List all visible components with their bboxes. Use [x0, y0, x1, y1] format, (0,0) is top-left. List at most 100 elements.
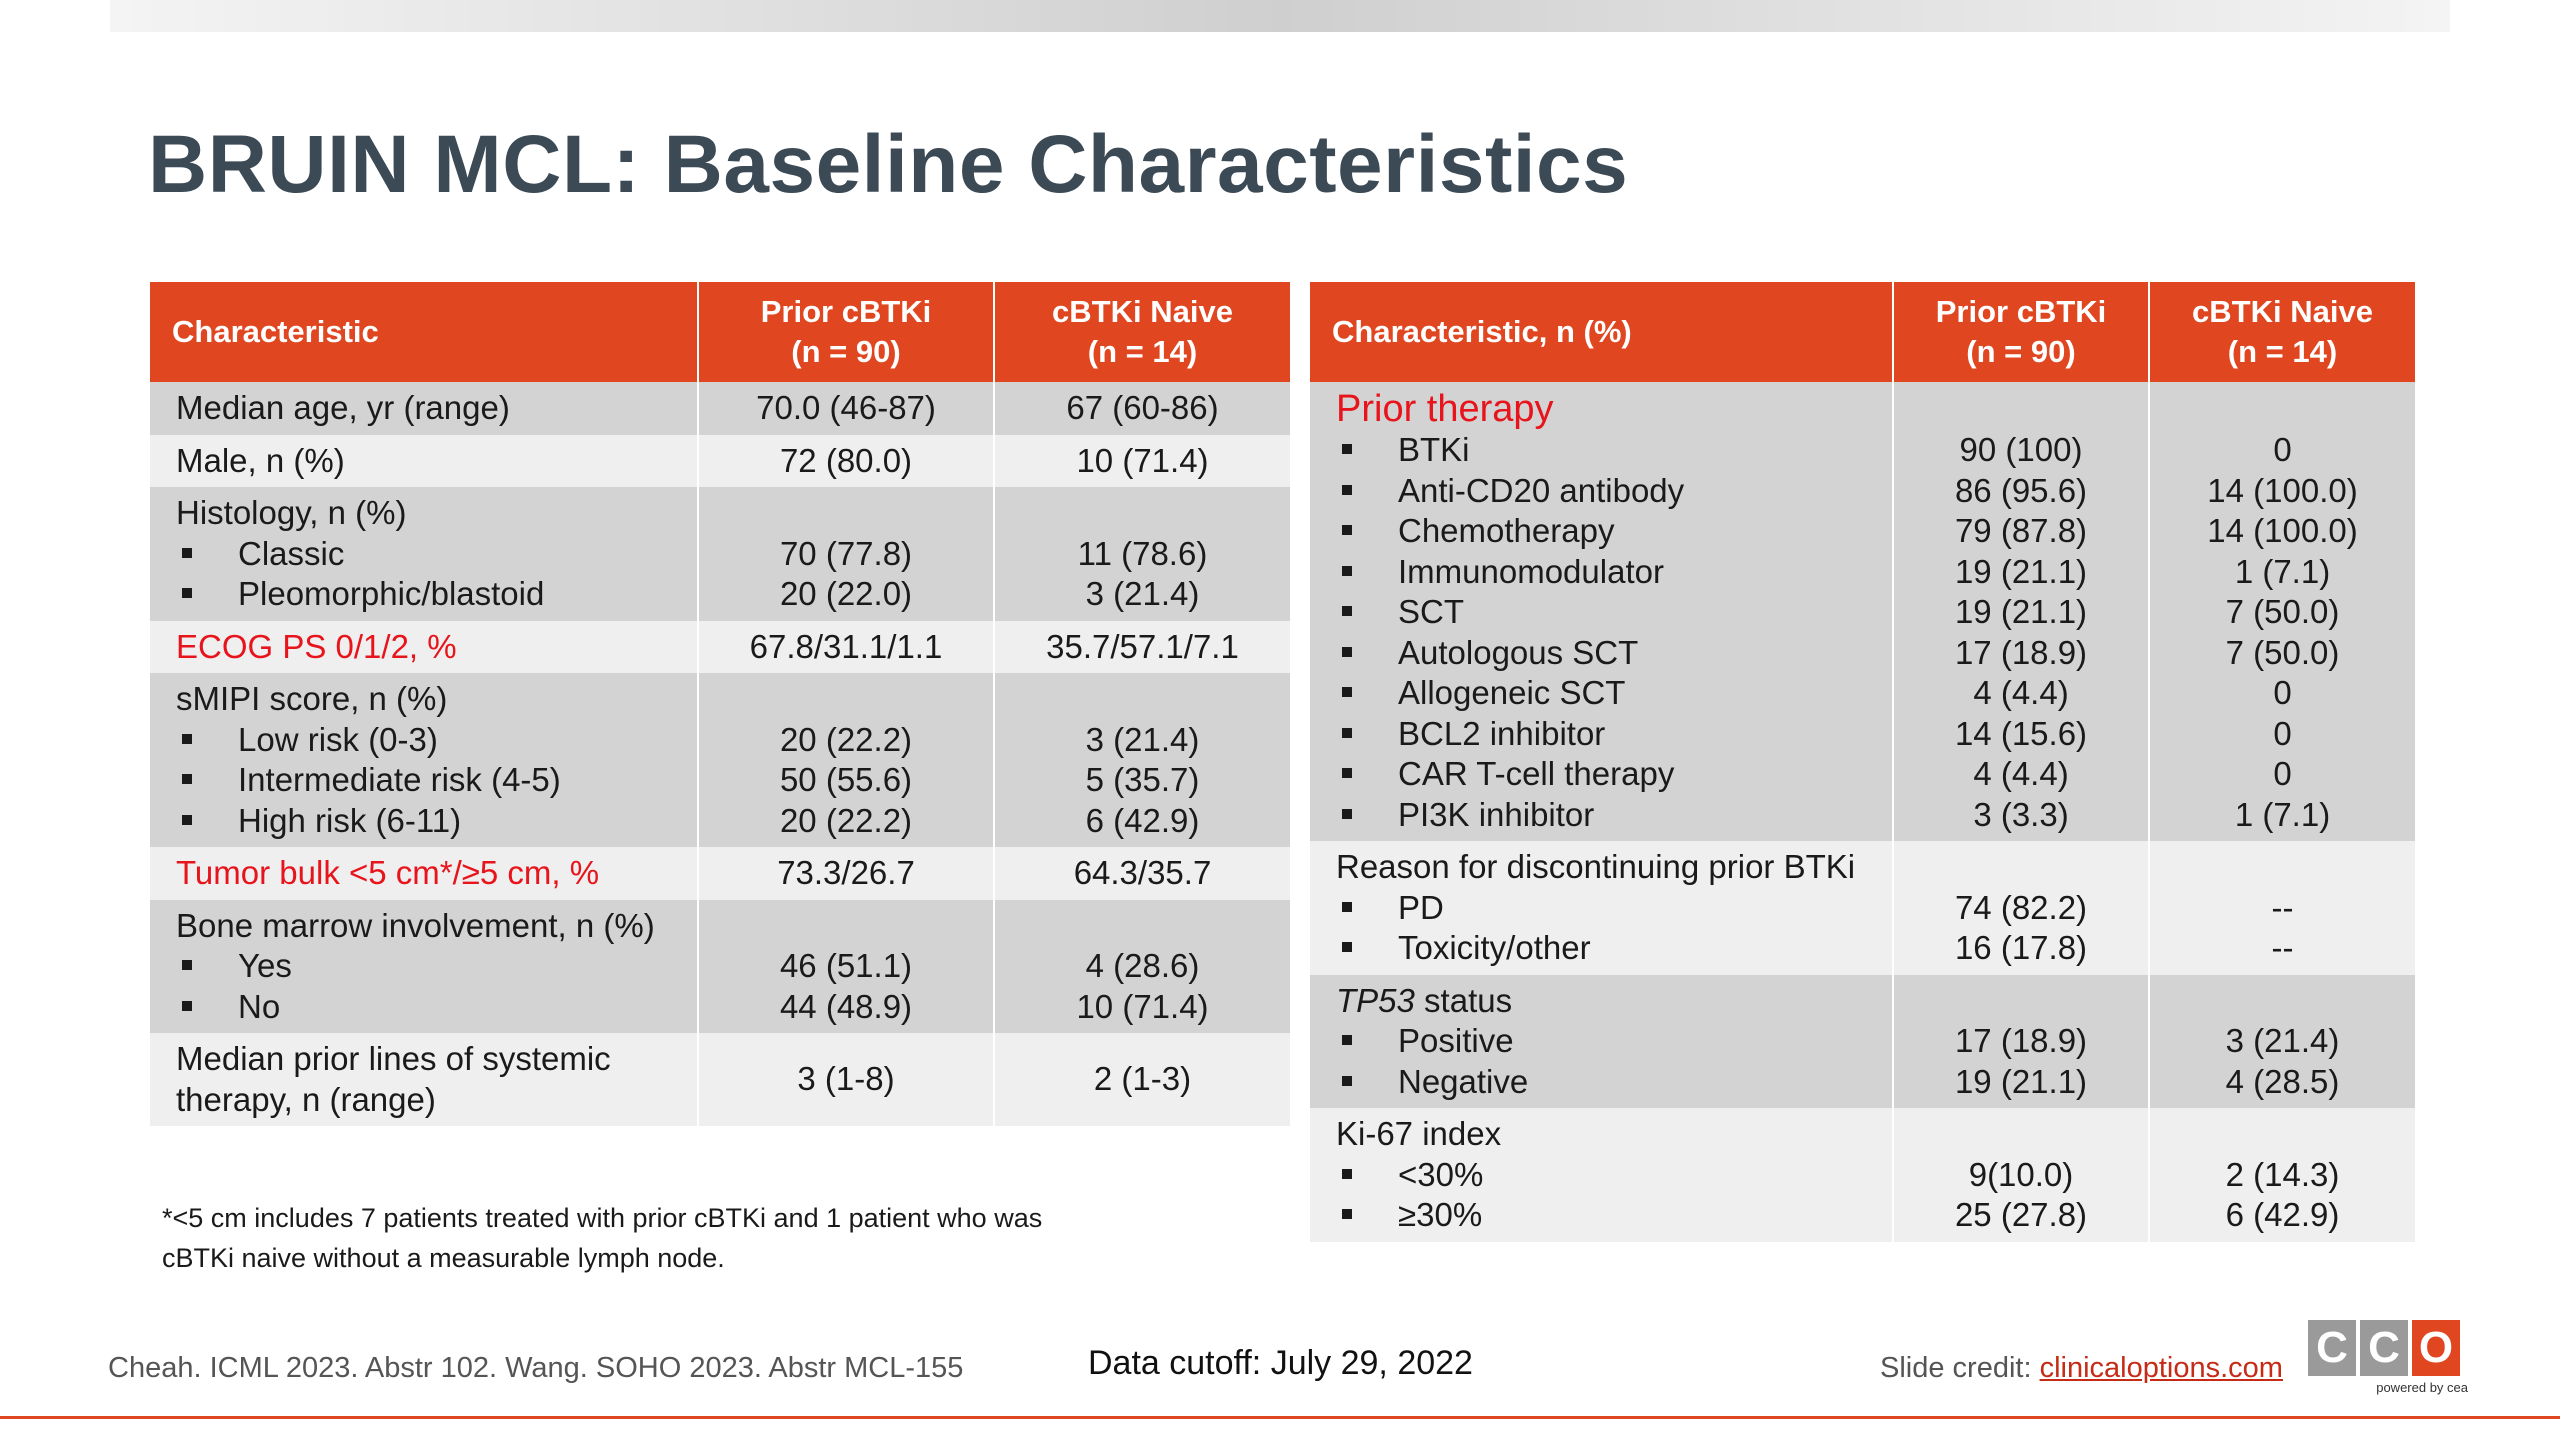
row-label-highlight: Tumor bulk <5 cm*/≥5 cm, % — [150, 847, 699, 900]
list-item: Low risk (0-3) — [176, 720, 671, 761]
row-label-group: sMIPI score, n (%) Low risk (0-3) Interm… — [150, 673, 699, 847]
cell-prior: 72 (80.0) — [698, 434, 995, 487]
footer-reference: Cheah. ICML 2023. Abstr 102. Wang. SOHO … — [108, 1352, 964, 1384]
cell-naive: 3 (21.4) 5 (35.7) 6 (42.9) — [994, 673, 1290, 847]
header-cbtki-naive: cBTKi Naive (n = 14) — [994, 282, 1290, 382]
list-item: Toxicity/other — [1336, 928, 1866, 969]
row-label: Median age, yr (range) — [150, 382, 699, 435]
credit-label: Slide credit: — [1880, 1352, 2040, 1384]
row-label-group: Prior therapy BTKi Anti-CD20 antibody Ch… — [1310, 382, 1894, 841]
data-cutoff: Data cutoff: July 29, 2022 — [1088, 1344, 1473, 1382]
group-label: TP53 status — [1336, 981, 1513, 1019]
list-item: Positive — [1336, 1021, 1866, 1062]
cell-prior: 46 (51.1) 44 (48.9) — [698, 899, 995, 1033]
list-item: BTKi — [1336, 430, 1866, 471]
header-cbtki-naive: cBTKi Naive (n = 14) — [2149, 282, 2415, 382]
row-label-group: Histology, n (%) Classic Pleomorphic/bla… — [150, 487, 699, 621]
group-label: sMIPI score, n (%) — [176, 680, 448, 717]
cell-naive: 35.7/57.1/7.1 — [994, 620, 1290, 673]
cell-prior: 74 (82.2) 16 (17.8) — [1893, 841, 2150, 975]
cell-naive: 4 (28.6) 10 (71.4) — [994, 899, 1290, 1033]
slide-title: BRUIN MCL: Baseline Characteristics — [148, 119, 1629, 210]
table-row: ECOG PS 0/1/2, % 67.8/31.1/1.1 35.7/57.1… — [150, 620, 1290, 673]
list-item: No — [176, 987, 671, 1028]
credit-link[interactable]: clinicaloptions.com — [2039, 1352, 2283, 1384]
table-header-row: Characteristic, n (%) Prior cBTKi (n = 90… — [1310, 282, 2415, 382]
row-label-group: Reason for discontinuing prior BTKi PD T… — [1310, 841, 1894, 975]
list-item: SCT — [1336, 592, 1866, 633]
cell-prior: 70 (77.8) 20 (22.0) — [698, 487, 995, 621]
header-characteristic: Characteristic, n (%) — [1310, 282, 1894, 382]
logo-tagline: powered by cea — [2376, 1380, 2468, 1395]
cell-prior: 9(10.0) 25 (27.8) — [1893, 1108, 2150, 1242]
table-row: Ki-67 index <30% ≥30% 9(10.0) 25 (27.8) … — [1310, 1108, 2415, 1242]
top-gradient-bar — [110, 0, 2450, 32]
header-characteristic: Characteristic — [150, 282, 699, 382]
list-item: Negative — [1336, 1062, 1866, 1103]
cell-naive: 10 (71.4) — [994, 434, 1290, 487]
group-label: Ki-67 index — [1336, 1115, 1502, 1152]
table-row: Male, n (%) 72 (80.0) 10 (71.4) — [150, 434, 1290, 487]
baseline-table-left: Characteristic Prior cBTKi (n = 90) cBTKi… — [150, 282, 1290, 1126]
list-item: Immunomodulator — [1336, 552, 1866, 593]
table-row: TP53 status Positive Negative 17 (18.9) … — [1310, 974, 2415, 1108]
header-prior-cbtki: Prior cBTKi (n = 90) — [698, 282, 995, 382]
cell-naive: 64.3/35.7 — [994, 847, 1290, 900]
row-label: Male, n (%) — [150, 434, 699, 487]
list-item: Autologous SCT — [1336, 633, 1866, 674]
group-label: Reason for discontinuing prior BTKi — [1336, 848, 1856, 885]
bottom-accent-line — [0, 1416, 2560, 1419]
group-label-highlight: Prior therapy — [1336, 388, 1554, 430]
row-label: Median prior lines of systemic therapy, … — [150, 1033, 699, 1126]
list-item: <30% — [1336, 1155, 1866, 1196]
table-row: Bone marrow involvement, n (%) Yes No 46… — [150, 899, 1290, 1033]
list-item: Allogeneic SCT — [1336, 673, 1866, 714]
cell-prior: 17 (18.9) 19 (21.1) — [1893, 974, 2150, 1108]
list-item: Pleomorphic/blastoid — [176, 574, 671, 615]
logo-letter: C — [2308, 1320, 2356, 1376]
list-item: PD — [1336, 888, 1866, 929]
table-row: Prior therapy BTKi Anti-CD20 antibody Ch… — [1310, 382, 2415, 841]
table-row: Histology, n (%) Classic Pleomorphic/bla… — [150, 487, 1290, 621]
cco-logo: C C O powered by cea — [2308, 1320, 2468, 1400]
list-item: Chemotherapy — [1336, 511, 1866, 552]
logo-letter: O — [2412, 1320, 2460, 1376]
cell-prior: 20 (22.2) 50 (55.6) 20 (22.2) — [698, 673, 995, 847]
list-item: CAR T-cell therapy — [1336, 754, 1866, 795]
cell-prior: 3 (1-8) — [698, 1033, 995, 1126]
list-item: Anti-CD20 antibody — [1336, 471, 1866, 512]
cell-prior: 70.0 (46-87) — [698, 382, 995, 435]
list-item: Classic — [176, 534, 671, 575]
cell-prior: 73.3/26.7 — [698, 847, 995, 900]
cell-naive: 0 14 (100.0) 14 (100.0) 1 (7.1) 7 (50.0)… — [2149, 382, 2415, 841]
logo-letter: C — [2360, 1320, 2408, 1376]
cell-naive: 2 (1-3) — [994, 1033, 1290, 1126]
header-prior-cbtki: Prior cBTKi (n = 90) — [1893, 282, 2150, 382]
cell-naive: -- -- — [2149, 841, 2415, 975]
table-row: Tumor bulk <5 cm*/≥5 cm, % 73.3/26.7 64.… — [150, 847, 1290, 900]
group-label: Bone marrow involvement, n (%) — [176, 906, 655, 944]
list-item: Yes — [176, 946, 671, 987]
list-item: BCL2 inhibitor — [1336, 714, 1866, 755]
list-item: Intermediate risk (4-5) — [176, 760, 671, 801]
footnote: *<5 cm includes 7 patients treated with … — [162, 1203, 1043, 1273]
cell-naive: 2 (14.3) 6 (42.9) — [2149, 1108, 2415, 1242]
baseline-table-right: Characteristic, n (%) Prior cBTKi (n = 90… — [1310, 282, 2415, 1242]
cell-prior: 90 (100) 86 (95.6) 79 (87.8) 19 (21.1) 1… — [1893, 382, 2150, 841]
table-row: Median age, yr (range) 70.0 (46-87) 67 (… — [150, 382, 1290, 435]
cell-naive: 67 (60-86) — [994, 382, 1290, 435]
row-label-group: TP53 status Positive Negative — [1310, 974, 1894, 1108]
cell-naive: 11 (78.6) 3 (21.4) — [994, 487, 1290, 621]
group-label: Histology, n (%) — [176, 494, 407, 531]
row-label-group: Ki-67 index <30% ≥30% — [1310, 1108, 1894, 1242]
table-row: Median prior lines of systemic therapy, … — [150, 1033, 1290, 1126]
row-label-group: Bone marrow involvement, n (%) Yes No — [150, 899, 699, 1033]
cell-prior: 67.8/31.1/1.1 — [698, 620, 995, 673]
table-row: Reason for discontinuing prior BTKi PD T… — [1310, 841, 2415, 975]
cell-naive: 3 (21.4) 4 (28.5) — [2149, 974, 2415, 1108]
table-header-row: Characteristic Prior cBTKi (n = 90) cBTKi… — [150, 282, 1290, 382]
list-item: High risk (6-11) — [176, 801, 671, 842]
slide-credit: Slide credit: clinicaloptions.com — [1880, 1352, 2283, 1385]
list-item: ≥30% — [1336, 1195, 1866, 1236]
row-label-highlight: ECOG PS 0/1/2, % — [150, 620, 699, 673]
